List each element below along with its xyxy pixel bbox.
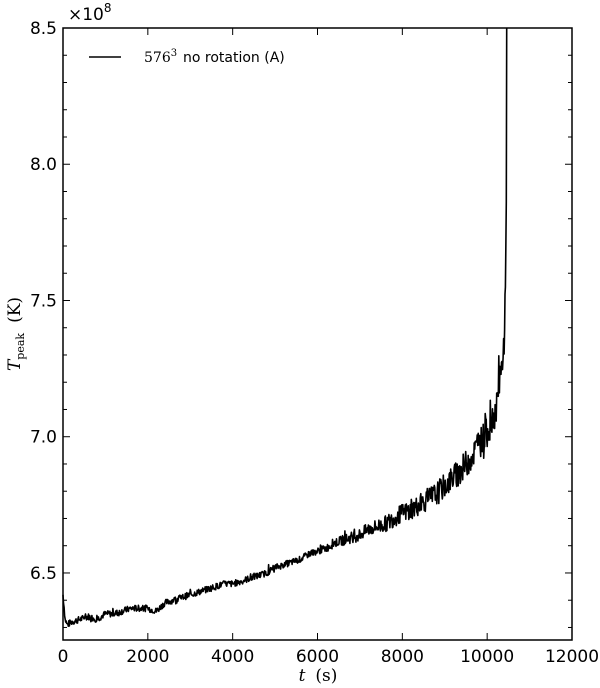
y-tick-label: 6.5 (30, 564, 57, 584)
y-tick-label: 7.0 (30, 428, 57, 448)
legend: 5763 no rotation (A) (89, 48, 285, 66)
x-tick-label: 0 (58, 647, 69, 667)
series-line (62, 27, 508, 627)
y-multiplier: ×108 (68, 1, 112, 25)
plot-area (62, 27, 508, 627)
x-tick-label: 6000 (296, 647, 339, 667)
x-tick-label: 8000 (381, 647, 424, 667)
legend-label: no rotation (A) (183, 50, 285, 66)
axes-frame (62, 27, 573, 641)
legend-math: 5763 (144, 48, 177, 66)
x-axis-label: t (s) (299, 666, 338, 686)
x-tick-label: 10000 (460, 647, 514, 667)
y-tick-label: 8.5 (30, 19, 57, 39)
x-tick-label: 12000 (545, 647, 599, 667)
y-tick-label: 8.0 (30, 155, 57, 175)
y-tick-label: 7.5 (30, 291, 57, 311)
x-tick-label: 4000 (211, 647, 254, 667)
x-tick-label: 2000 (126, 647, 169, 667)
axis-ticks: 0 2000 4000 6000 8000 10000 12000 6.5 7.0 7.5 8.0 8… (30, 19, 599, 667)
y-axis-label: Tpeak(K) (5, 297, 27, 371)
